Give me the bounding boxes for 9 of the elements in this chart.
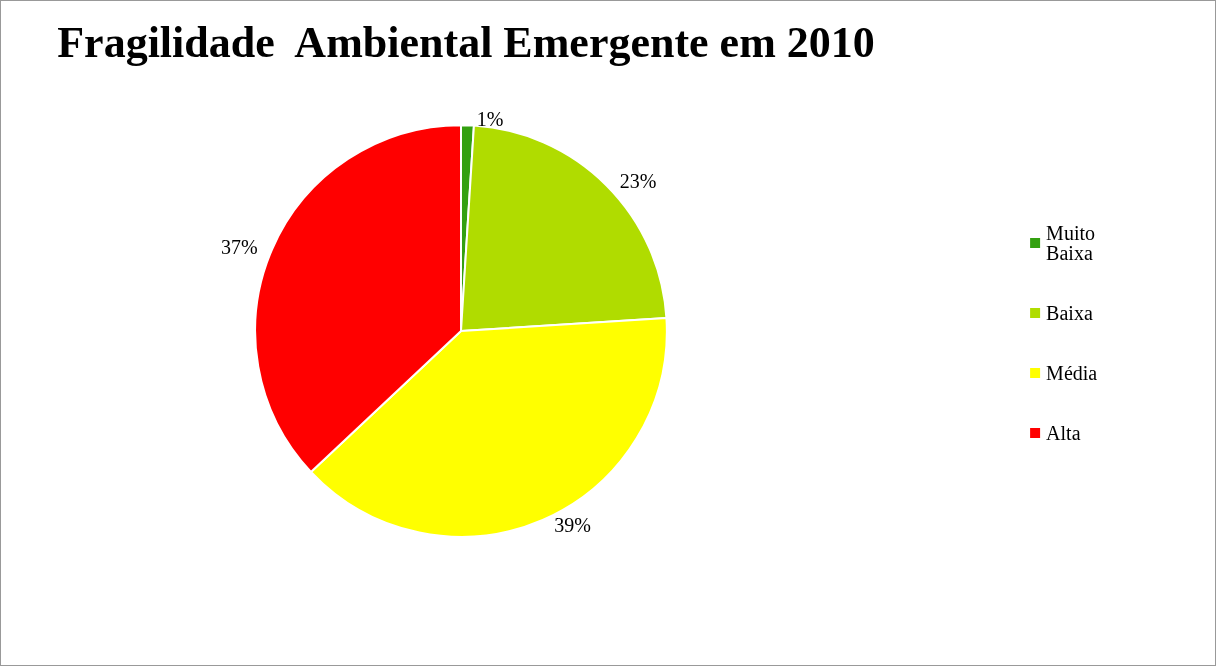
legend-label: Alta [1046, 422, 1081, 444]
legend-label: Média [1046, 362, 1098, 384]
data-label: 37% [220, 235, 258, 258]
data-label: 23% [619, 170, 657, 193]
legend-label: Muito Baixa [1046, 222, 1101, 264]
legend-label: Baixa [1046, 302, 1093, 324]
data-label: 39% [554, 514, 591, 537]
data-label: 1% [476, 108, 504, 131]
chart-title: Fragilidade Ambiental Emergente em 2010 [57, 17, 875, 67]
